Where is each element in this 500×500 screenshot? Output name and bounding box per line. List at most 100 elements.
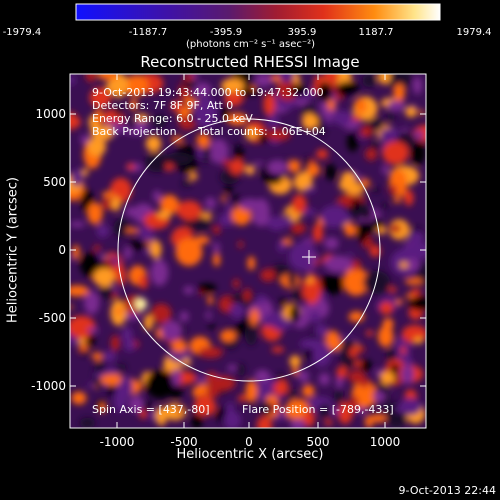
emission-blob — [288, 159, 301, 173]
emission-blob — [324, 237, 339, 250]
emission-blob — [289, 304, 301, 324]
emission-blob — [219, 330, 237, 342]
hot-spot — [183, 358, 191, 366]
colorbar-tick: -395.9 — [209, 27, 243, 38]
emission-blob — [70, 255, 74, 262]
emission-blob — [381, 164, 389, 175]
emission-blob — [85, 74, 96, 83]
emission-blob — [232, 278, 240, 289]
emission-blob — [70, 304, 73, 310]
emission-blob — [137, 225, 151, 237]
emission-blob — [70, 221, 85, 228]
emission-blob — [243, 288, 251, 302]
emission-blob — [207, 294, 213, 306]
emission-blob — [363, 270, 391, 295]
emission-blob — [387, 100, 406, 112]
emission-blob — [401, 127, 408, 133]
emission-blob — [370, 413, 387, 423]
emission-blob — [386, 348, 397, 362]
emission-blob — [253, 198, 270, 227]
emission-blob — [144, 153, 170, 173]
emission-blob — [238, 394, 247, 402]
emission-blob — [119, 375, 133, 400]
emission-blob — [167, 347, 191, 363]
method: Back Projection — [92, 125, 177, 138]
emission-blob — [250, 308, 260, 326]
emission-blob — [164, 152, 193, 166]
y-tick-label: -1000 — [31, 379, 66, 393]
emission-blob — [130, 98, 138, 111]
emission-blob — [344, 223, 357, 237]
emission-blob — [395, 298, 403, 305]
emission-blob — [155, 406, 168, 426]
emission-blob — [212, 253, 221, 267]
emission-blob — [80, 351, 91, 356]
emission-blob — [399, 261, 409, 269]
emission-blob — [312, 223, 324, 243]
emission-blob — [362, 74, 377, 88]
emission-blob — [212, 225, 221, 235]
emission-blob — [410, 288, 422, 296]
emission-blob — [191, 414, 203, 428]
emission-blob — [144, 314, 153, 331]
emission-blob — [100, 374, 125, 386]
emission-blob — [126, 163, 135, 171]
emission-blob — [324, 74, 339, 84]
emission-blob — [366, 330, 374, 337]
emission-blob — [399, 398, 422, 416]
emission-blob — [171, 340, 188, 352]
emission-blob — [393, 83, 405, 104]
emission-blob — [188, 172, 198, 181]
emission-blob — [304, 156, 311, 168]
detectors: Detectors: 7F 8F 9F, Att 0 — [92, 99, 234, 112]
emission-blob — [224, 184, 233, 193]
emission-blob — [139, 409, 147, 419]
emission-blob — [298, 370, 310, 383]
emission-blob — [208, 323, 216, 329]
emission-blob — [232, 195, 241, 204]
emission-blob — [291, 288, 304, 301]
emission-blob — [70, 112, 78, 130]
emission-blob — [278, 74, 295, 83]
emission-blob — [205, 311, 212, 319]
emission-blob — [228, 296, 241, 303]
emission-blob — [346, 132, 359, 152]
emission-blob — [324, 419, 333, 426]
emission-blob — [103, 350, 116, 363]
emission-blob — [229, 158, 245, 175]
emission-blob — [193, 396, 217, 417]
emission-blob — [123, 338, 136, 352]
emission-blob — [93, 245, 101, 252]
colorbar — [75, 3, 441, 21]
emission-blob — [379, 301, 394, 315]
emission-blob — [237, 240, 244, 249]
emission-blob — [79, 417, 96, 428]
colorbar-tick: 1187.7 — [358, 27, 394, 38]
emission-blob — [409, 230, 425, 245]
emission-blob — [412, 76, 422, 95]
emission-blob — [218, 213, 234, 227]
emission-blob — [126, 227, 139, 234]
emission-blob — [193, 96, 217, 128]
emission-blob — [152, 114, 167, 128]
emission-blob — [180, 80, 198, 89]
flare-position: Flare Position = [-789,-433] — [242, 403, 394, 416]
emission-blob — [349, 395, 359, 413]
emission-blob — [176, 200, 202, 221]
emission-blob — [388, 286, 397, 293]
emission-blob — [333, 389, 344, 403]
emission-blob — [400, 346, 406, 355]
emission-blob — [198, 346, 223, 358]
emission-blob — [71, 391, 87, 405]
y-tick-label: 0 — [58, 243, 66, 257]
x-tick-label: 500 — [306, 435, 330, 449]
y-tick-label: 500 — [43, 175, 66, 189]
image-title: Reconstructed RHESSI Image — [140, 53, 360, 71]
emission-blob — [139, 274, 148, 290]
emission-blob — [365, 148, 378, 161]
emission-blob — [267, 113, 279, 128]
emission-blob — [183, 286, 194, 295]
emission-blob — [409, 296, 426, 311]
emission-blob — [237, 363, 245, 377]
emission-blob — [348, 251, 353, 257]
